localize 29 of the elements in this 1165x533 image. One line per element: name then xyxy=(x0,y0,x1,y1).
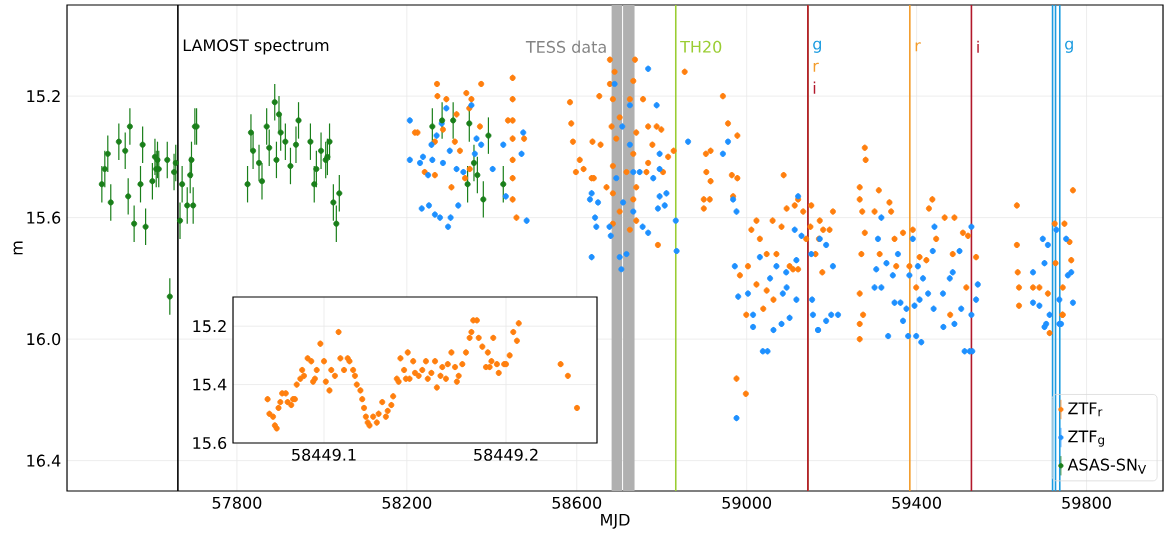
band-label: TESS data xyxy=(525,40,606,53)
ref-line-label: g xyxy=(1065,40,1073,53)
y-tick-label: 16.0 xyxy=(27,333,61,346)
x-tick-label: 58449.2 xyxy=(474,448,538,461)
y-axis-title: m xyxy=(13,241,23,255)
legend-label: ASAS-SN$_{V}$ xyxy=(1067,458,1147,474)
x-tick-label: 58600 xyxy=(552,496,602,509)
legend-label: ZTF$_{g}$ xyxy=(1068,430,1104,447)
y-tick-label: 15.2 xyxy=(27,90,60,103)
ref-line-label: TH20 xyxy=(680,40,722,53)
ref-line-label: LAMOST spectrum xyxy=(183,39,329,55)
y-tick-label: 15.2 xyxy=(193,320,226,333)
y-tick-label: 16.4 xyxy=(27,454,61,467)
x-tick-label: 59000 xyxy=(722,496,772,509)
x-tick-label: 57800 xyxy=(212,496,262,509)
ref-line-label: g xyxy=(813,40,821,53)
ref-line-label: i xyxy=(977,40,979,53)
y-tick-label: 15.4 xyxy=(193,378,227,391)
ref-line-label: i xyxy=(813,81,816,94)
x-tick-label: 59800 xyxy=(1062,496,1111,509)
y-tick-label: 15.6 xyxy=(193,436,227,450)
legend-label: ZTF$_{r}$ xyxy=(1068,402,1103,417)
x-tick-label: 58200 xyxy=(382,496,432,509)
x-tick-label: 59400 xyxy=(892,496,941,509)
y-tick-label: 15.6 xyxy=(27,211,61,224)
x-tick-label: 58449.1 xyxy=(292,448,356,461)
ref-line-label: r xyxy=(915,42,921,52)
ref-line-label: r xyxy=(813,62,819,72)
x-axis-title: MJD xyxy=(601,513,630,529)
